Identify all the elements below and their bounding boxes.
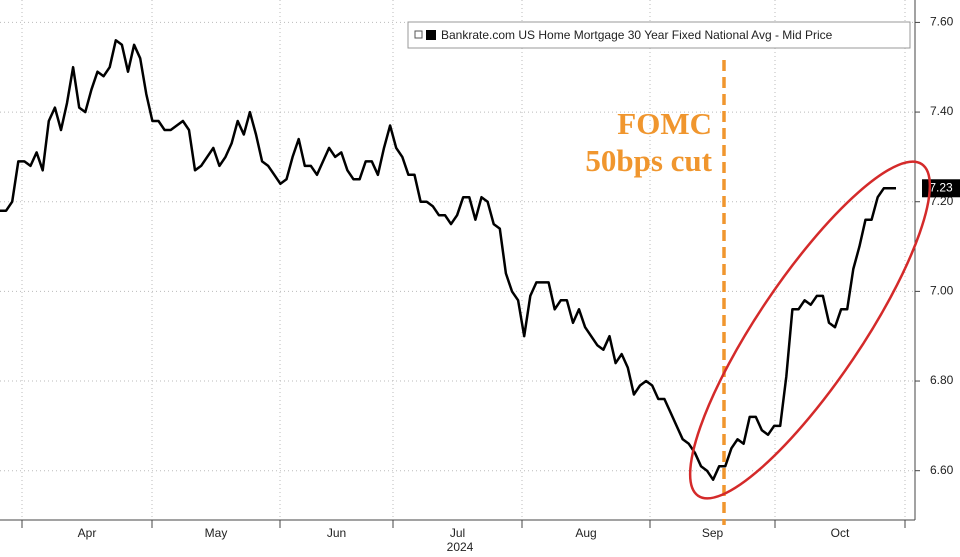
x-tick-label: Aug: [575, 526, 596, 540]
y-tick-label: 7.20: [930, 194, 954, 208]
year-label: 2024: [447, 540, 474, 554]
legend-toggle[interactable]: [414, 30, 423, 39]
last-value-tag: [922, 179, 960, 198]
x-tick-label: Sep: [702, 526, 724, 540]
legend-box: [407, 21, 911, 49]
legend-swatch: [426, 30, 436, 40]
last-value-label: 7.23: [929, 180, 953, 194]
x-tick-label: Jul: [450, 526, 465, 540]
x-tick-label: Apr: [78, 526, 97, 540]
legend: Bankrate.com US Home Mortgage 30 Year Fi…: [407, 21, 911, 49]
annotation: FOMC: [617, 106, 712, 141]
y-tick-label: 7.00: [930, 284, 954, 298]
x-tick-label: May: [205, 526, 228, 540]
y-tick-label: 6.80: [930, 373, 954, 387]
y-tick-label: 6.60: [930, 463, 954, 477]
x-tick-label: Jun: [327, 526, 346, 540]
line-series: [0, 39, 896, 481]
x-tick-label: Oct: [831, 526, 850, 540]
legend-label: Bankrate.com US Home Mortgage 30 Year Fi…: [441, 28, 833, 42]
y-tick-label: 7.40: [930, 104, 954, 118]
annotation: 50bps cut: [585, 143, 712, 178]
highlight-ellipse: [688, 160, 932, 500]
y-tick-label: 7.60: [930, 15, 954, 29]
